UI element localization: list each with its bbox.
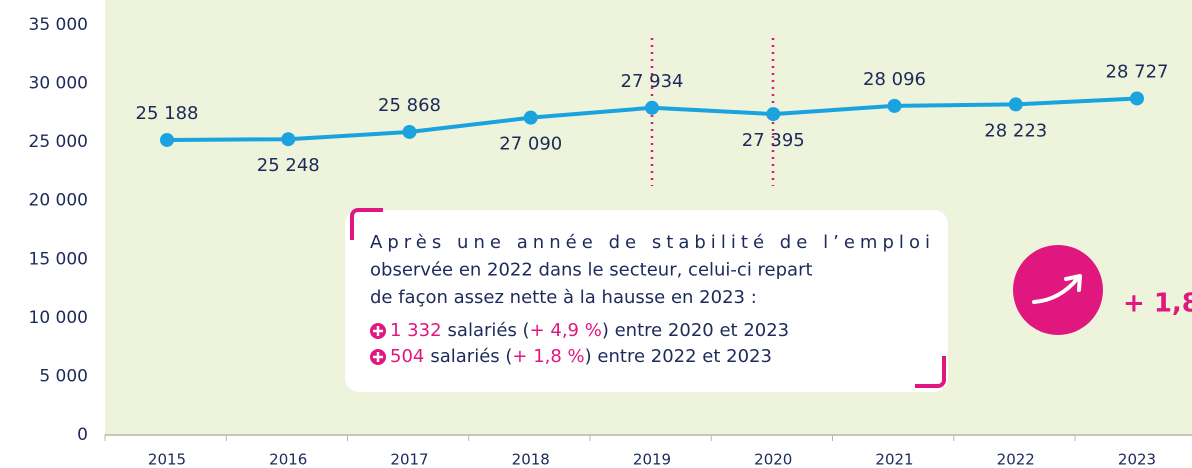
item-rate: + 1,8 % <box>512 346 584 367</box>
item-after: ) entre 2022 et 2023 <box>585 346 772 367</box>
value-label: 28 223 <box>984 120 1047 141</box>
item-after: ) entre 2020 et 2023 <box>602 320 789 341</box>
bullet-plus <box>373 352 383 362</box>
point <box>523 110 538 125</box>
x-tick-label: 2022 <box>997 451 1035 468</box>
bracket <box>350 208 383 240</box>
item-count: 504 <box>390 346 424 367</box>
x-tick-label: 2020 <box>754 451 792 468</box>
badge-circle <box>1013 245 1103 335</box>
value-label: 25 868 <box>378 95 441 116</box>
badge-arrow <box>1032 274 1082 304</box>
bracket <box>915 356 946 388</box>
annotation-item: 504 salariés (+ 1,8 %) entre 2022 et 2023 <box>390 346 772 367</box>
value-label: 27 934 <box>621 71 684 92</box>
point <box>766 107 781 122</box>
x-tick-label: 2015 <box>148 451 186 468</box>
x-tick-label: 2019 <box>633 451 671 468</box>
x-tick-label: 2018 <box>512 451 550 468</box>
y-tick-label: 10 000 <box>29 308 88 328</box>
point <box>402 124 417 139</box>
item-before: salariés ( <box>448 320 530 341</box>
item-before: salariés ( <box>430 346 512 367</box>
y-tick-label: 20 000 <box>29 191 88 211</box>
x-tick-label: 2023 <box>1118 451 1156 468</box>
point <box>1130 91 1144 106</box>
point <box>645 100 659 115</box>
y-tick-label: 25 000 <box>29 132 88 152</box>
value-label: 27 090 <box>499 134 562 155</box>
annotation-line: de façon assez nette à la hausse en 2023… <box>370 287 757 308</box>
y-tick-label: 35 000 <box>29 15 88 35</box>
item-rate: + 4,9 % <box>530 320 602 341</box>
value-label: 25 248 <box>257 155 320 176</box>
y-tick-label: 0 <box>77 425 88 445</box>
point <box>1008 97 1023 112</box>
x-tick-label: 2016 <box>269 451 307 468</box>
badge-text: + 1,8 <box>1123 289 1192 319</box>
point <box>887 98 902 113</box>
x-tick-label: 2021 <box>875 451 913 468</box>
annotation-item: 1 332 salariés (+ 4,9 %) entre 2020 et 20… <box>390 320 789 341</box>
item-count: 1 332 <box>390 320 442 341</box>
y-tick-label: 5 000 <box>39 366 88 386</box>
value-label: 28 727 <box>1106 61 1169 82</box>
bullet-plus <box>373 326 383 336</box>
y-tick-label: 30 000 <box>29 74 88 94</box>
value-label: 27 395 <box>742 130 805 151</box>
y-tick-label: 15 000 <box>29 249 88 269</box>
annotation-background <box>345 210 948 392</box>
point <box>160 132 174 147</box>
value-label: 25 188 <box>136 103 199 124</box>
x-tick-label: 2017 <box>390 451 428 468</box>
value-label: 28 096 <box>863 69 926 90</box>
annotation-line: observée en 2022 dans le secteur, celui-… <box>370 260 813 281</box>
annotation-box: Après une année de stabilité de l’emploi… <box>345 208 948 392</box>
point <box>281 132 296 147</box>
